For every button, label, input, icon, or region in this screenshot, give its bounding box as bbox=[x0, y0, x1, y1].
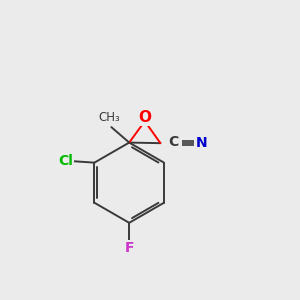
Text: Cl: Cl bbox=[58, 154, 73, 168]
Text: C: C bbox=[168, 135, 178, 149]
Text: CH₃: CH₃ bbox=[98, 110, 120, 124]
Text: N: N bbox=[196, 136, 207, 150]
Text: F: F bbox=[124, 241, 134, 255]
Text: O: O bbox=[138, 110, 151, 125]
